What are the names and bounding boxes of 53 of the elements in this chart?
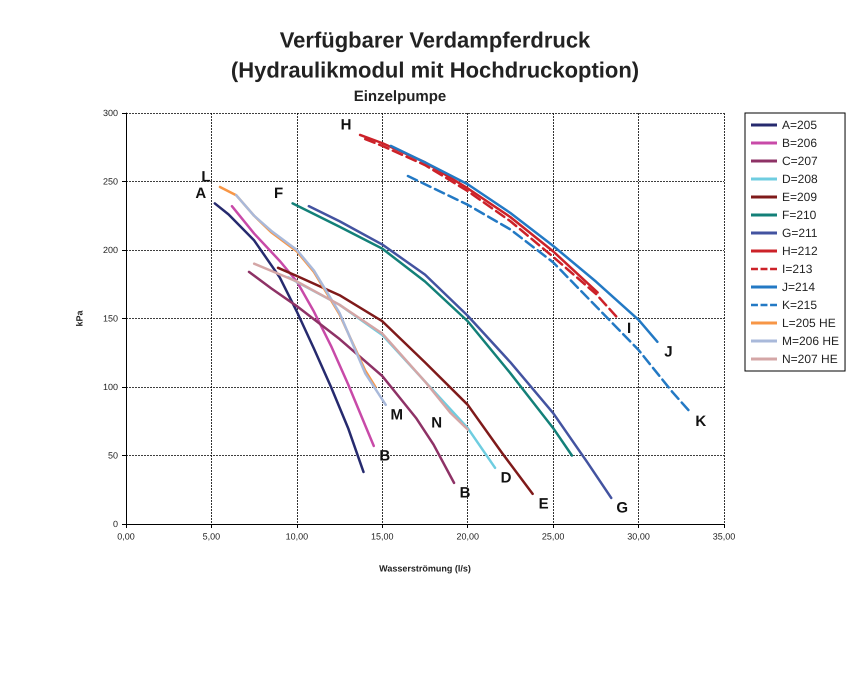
annotation: I	[626, 320, 632, 337]
legend-label: N=207 HE	[782, 352, 838, 366]
line-series	[276, 266, 534, 496]
legend-label: B=206	[782, 136, 818, 150]
y-axis-title: kPa	[74, 310, 84, 327]
line-series	[230, 204, 375, 448]
y-tick-label: 150	[102, 314, 118, 324]
legend-label: C=207	[782, 154, 818, 168]
line-series	[248, 270, 456, 484]
y-tick-label: 200	[102, 245, 118, 255]
legend-label: A=205	[782, 118, 818, 132]
annotation: D	[500, 469, 512, 486]
annotation: H	[340, 116, 352, 134]
legend-label: H=212	[782, 244, 818, 258]
x-tick-label: 5,00	[202, 532, 220, 542]
annotation: N	[431, 414, 442, 432]
legend-label: E=209	[782, 190, 818, 204]
chart-subtitle: Einzelpumpe	[354, 88, 446, 105]
legend-label: F=210	[782, 208, 817, 222]
x-tick-label: 20,00	[456, 532, 479, 542]
annotation: J	[664, 343, 673, 360]
annotation: B	[460, 484, 471, 502]
x-tick-label: 30,00	[627, 532, 650, 542]
annotation: K	[695, 413, 706, 430]
x-tick-label: 35,00	[712, 532, 736, 542]
x-tick-label: 25,00	[542, 532, 564, 542]
x-tick-label: 0,00	[117, 532, 135, 542]
line-series	[308, 204, 612, 500]
annotation: G	[616, 499, 628, 516]
y-tick-label: 0	[112, 519, 118, 529]
y-tick-label: 50	[108, 450, 118, 460]
annotation: F	[274, 184, 284, 202]
legend-label: J=214	[782, 280, 816, 294]
line-series	[214, 202, 365, 474]
legend-label: I=213	[782, 262, 813, 276]
legend-label: D=208	[782, 172, 818, 186]
line-series	[406, 174, 692, 413]
x-tick-label: 15,00	[371, 532, 394, 542]
y-tick-label: 300	[102, 108, 118, 118]
annotation: E	[538, 495, 549, 512]
y-tick-label: 250	[102, 176, 118, 186]
annotation: M	[390, 406, 403, 424]
line-series	[252, 262, 469, 431]
x-tick-label: 10,00	[286, 532, 308, 542]
annotation: A	[195, 184, 206, 202]
legend-label: G=211	[782, 226, 818, 240]
y-tick-label: 100	[102, 382, 118, 392]
legend-label: K=215	[782, 298, 818, 312]
legend-label: M=206 HE	[782, 334, 840, 348]
chart-title: Verfügbarer Verdampferdruck (Hydraulikmodul mit Hochdruckoption)	[230, 28, 640, 82]
x-axis-title: Wasserströmung (l/s)	[379, 564, 471, 574]
legend-label: L=205 HE	[782, 316, 836, 330]
line-series	[390, 144, 659, 344]
